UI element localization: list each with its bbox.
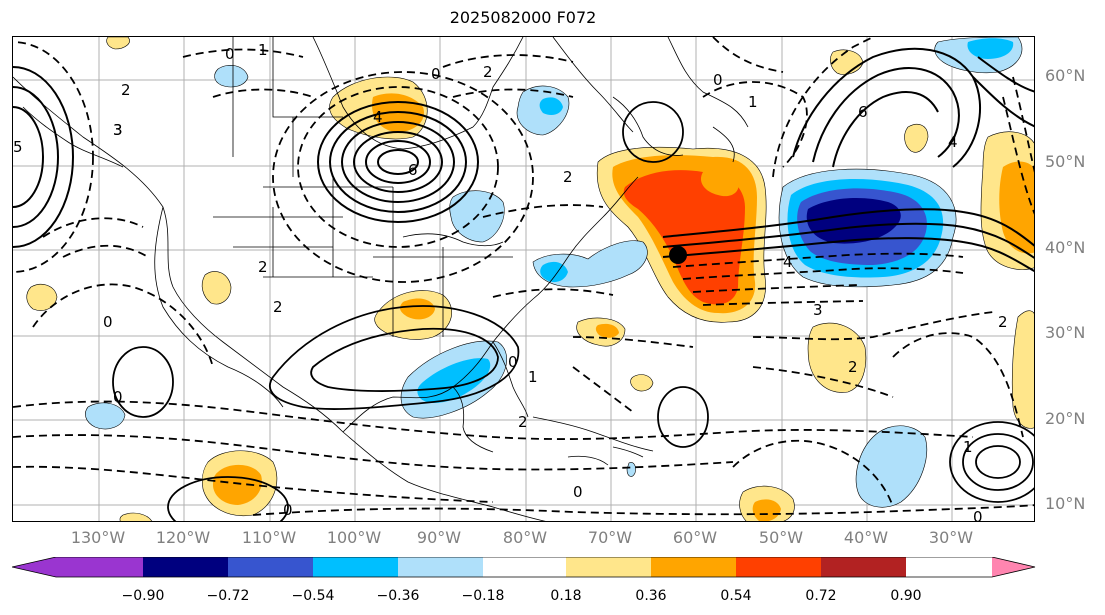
contour-label: 0 — [103, 313, 113, 331]
storm-center-marker — [669, 246, 687, 264]
longitude-label: 120°W — [155, 528, 211, 547]
high-pressure-contours — [317, 101, 479, 223]
colorbar-tick-label: −0.54 — [291, 588, 335, 604]
contour-label: 4 — [783, 253, 793, 271]
contour-label: 0 — [225, 45, 235, 63]
contour-labels: 0 1 2 2 3 6 4 0 2 6 0 1 2 3 4 5 0 0 2 4 … — [13, 41, 1008, 522]
colorbar-segment — [56, 557, 143, 577]
colorbar-segment — [651, 557, 736, 577]
contour-label: 0 — [508, 353, 518, 371]
longitude-label: 80°W — [502, 528, 548, 547]
longitude-label: 60°W — [672, 528, 718, 547]
latitude-label: 40°N — [1045, 238, 1086, 257]
map-title: 2025082000 F072 — [449, 8, 597, 27]
contour-label: 1 — [963, 438, 973, 456]
latitude-label: 50°N — [1045, 152, 1086, 171]
longitude-label: 70°W — [587, 528, 633, 547]
map-panel: 0 1 2 2 3 6 4 0 2 6 0 1 2 3 4 5 0 0 2 4 … — [12, 36, 1035, 522]
contour-label: 2 — [998, 313, 1008, 331]
colorbar-segment — [566, 557, 651, 577]
contour-label: 6 — [408, 161, 418, 179]
colorbar-extend-low — [12, 557, 56, 577]
contour-label: 3 — [813, 301, 823, 319]
contour-label: 0 — [431, 65, 441, 83]
latitude-label: 60°N — [1045, 66, 1086, 85]
contour-label: 2 — [518, 413, 528, 431]
contour-lines — [13, 37, 1034, 521]
colorbar-segment — [143, 557, 228, 577]
gulf-contours — [269, 305, 520, 410]
colorbar — [12, 557, 1036, 578]
colorbar-segment — [228, 557, 313, 577]
contour-label: 3 — [113, 121, 123, 139]
colorbar-tick-label: −0.18 — [461, 588, 505, 604]
contour-label: 2 — [258, 258, 268, 276]
contour-label: 0 — [973, 508, 983, 522]
colorbar-tick-label: −0.90 — [121, 588, 165, 604]
contour-label: 4 — [373, 108, 383, 126]
contour-label: 3 — [113, 121, 123, 139]
longitude-label: 90°W — [416, 528, 462, 547]
colorbar-tick-label: 0.90 — [890, 588, 922, 604]
colorbar-tick-label: 0.18 — [550, 588, 582, 604]
contour-label: 0 — [283, 501, 293, 519]
contour-label: 2 — [848, 358, 858, 376]
contour-label: 6 — [858, 103, 868, 121]
contour-label: 2 — [273, 298, 283, 316]
colorbar-segment — [398, 557, 483, 577]
colorbar-tick-label: 0.54 — [720, 588, 752, 604]
contour-label: 0 — [573, 483, 583, 501]
colorbar-tick-label: 0.72 — [805, 588, 837, 604]
longitude-label: 100°W — [326, 528, 382, 547]
colorbar-segment — [483, 557, 566, 577]
colorbar-tick-label: −0.72 — [206, 588, 250, 604]
colorbar-tick-label: −0.36 — [376, 588, 420, 604]
contour-label: 2 — [121, 81, 131, 99]
longitude-label: 30°W — [928, 528, 974, 547]
map-canvas: 0 1 2 2 3 6 4 0 2 6 0 1 2 3 4 5 0 0 2 4 … — [13, 37, 1034, 522]
contour-label: 1 — [528, 368, 538, 386]
contour-label: 0 — [713, 71, 723, 89]
contour-label: 2 — [483, 63, 493, 81]
latitude-label: 30°N — [1045, 323, 1086, 342]
latitude-label: 10°N — [1045, 494, 1086, 513]
colorbar-segment — [313, 557, 398, 577]
longitude-label: 130°W — [70, 528, 126, 547]
colorbar-extend-high — [992, 557, 1035, 577]
contour-label: 4 — [948, 133, 958, 151]
anomaly-shading — [26, 37, 1034, 521]
longitude-label: 50°W — [758, 528, 804, 547]
contour-label: 2 — [563, 168, 573, 186]
longitude-label: 40°W — [843, 528, 889, 547]
latitude-label: 20°N — [1045, 409, 1086, 428]
contour-label: 0 — [113, 388, 123, 406]
colorbar-segments — [12, 557, 1035, 577]
colorbar-segment — [736, 557, 821, 577]
contour-label: 1 — [258, 41, 268, 59]
coastlines — [13, 37, 749, 521]
longitude-label: 110°W — [241, 528, 297, 547]
contour-label: 5 — [13, 138, 23, 156]
contour-label: 1 — [748, 93, 758, 111]
colorbar-segment — [821, 557, 906, 577]
colorbar-tick-label: 0.36 — [635, 588, 667, 604]
